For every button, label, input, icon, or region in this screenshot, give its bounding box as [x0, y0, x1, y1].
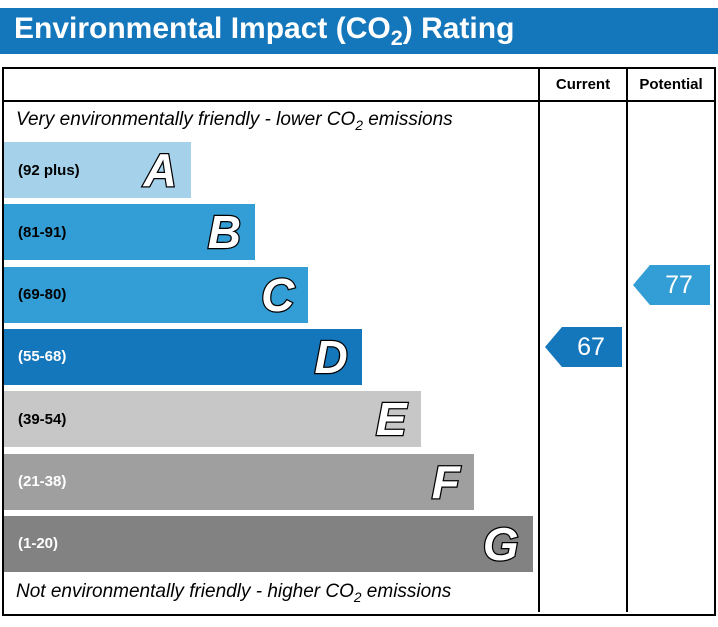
rating-chart-table: Current Potential Very environmentally f…	[2, 67, 716, 616]
band-f-bar: (21-38) F	[4, 453, 474, 510]
band-d-letter: D	[313, 330, 349, 383]
band-c-range: (69-80)	[18, 286, 67, 304]
top-note: Very environmentally friendly - lower CO…	[16, 109, 453, 133]
band-a-bar: (92 plus) A	[4, 142, 191, 198]
potential-rating-arrow: 77	[633, 265, 710, 305]
page-title-subscript: 2	[390, 24, 403, 50]
header-spacer-cell	[4, 69, 538, 100]
bands-column: Very environmentally friendly - lower CO…	[4, 102, 538, 612]
potential-column: 77	[626, 102, 714, 612]
current-column: 67	[538, 102, 626, 612]
band-c-letter: C	[260, 268, 296, 321]
band-d-range: (55-68)	[18, 348, 67, 366]
band-a-letter: A	[142, 144, 178, 196]
band-row-d: (55-68) D	[4, 328, 538, 385]
band-row-f: (21-38) F	[4, 453, 538, 510]
band-g-bar: (1-20) G	[4, 515, 533, 572]
band-row-a: (92 plus) A	[4, 142, 538, 198]
chart-body: Very environmentally friendly - lower CO…	[4, 102, 714, 612]
band-e-range: (39-54)	[18, 410, 67, 428]
potential-rating-value: 77	[665, 270, 693, 299]
band-f-letter: F	[431, 455, 462, 508]
band-d-bar: (55-68) D	[4, 328, 362, 385]
band-c-bar: (69-80) C	[4, 266, 309, 323]
band-b-letter: B	[206, 206, 242, 259]
band-row-b: (81-91) B	[4, 204, 538, 261]
page-title-suffix: ) Rating	[402, 11, 515, 45]
band-row-c: (69-80) C	[4, 266, 538, 323]
title-bar: Environmental Impact (CO2) Rating	[0, 8, 718, 54]
band-f-range: (21-38)	[18, 473, 67, 491]
current-rating-arrow: 67	[545, 327, 622, 367]
page-title: Environmental Impact (CO2) Rating	[14, 12, 514, 51]
rating-bands: (92 plus) A (81-91) B (69-80) C	[4, 140, 538, 574]
potential-column-header: Potential	[626, 69, 714, 100]
band-row-e: (39-54) E	[4, 391, 538, 448]
band-row-g: (1-20) G	[4, 515, 538, 572]
epc-environmental-impact-page: Environmental Impact (CO2) Rating Curren…	[0, 8, 718, 627]
chart-header-row: Current Potential	[4, 69, 714, 102]
band-g-range: (1-20)	[18, 535, 59, 553]
bottom-note: Not environmentally friendly - higher CO…	[16, 581, 452, 605]
band-b-bar: (81-91) B	[4, 204, 255, 261]
page-title-text: Environmental Impact (CO	[14, 11, 391, 45]
band-a-range: (92 plus)	[18, 161, 80, 179]
band-b-range: (81-91)	[18, 223, 67, 241]
current-rating-value: 67	[577, 332, 605, 361]
band-e-bar: (39-54) E	[4, 391, 421, 448]
band-g-letter: G	[482, 517, 520, 570]
current-column-header: Current	[538, 69, 626, 100]
band-e-letter: E	[375, 393, 408, 446]
